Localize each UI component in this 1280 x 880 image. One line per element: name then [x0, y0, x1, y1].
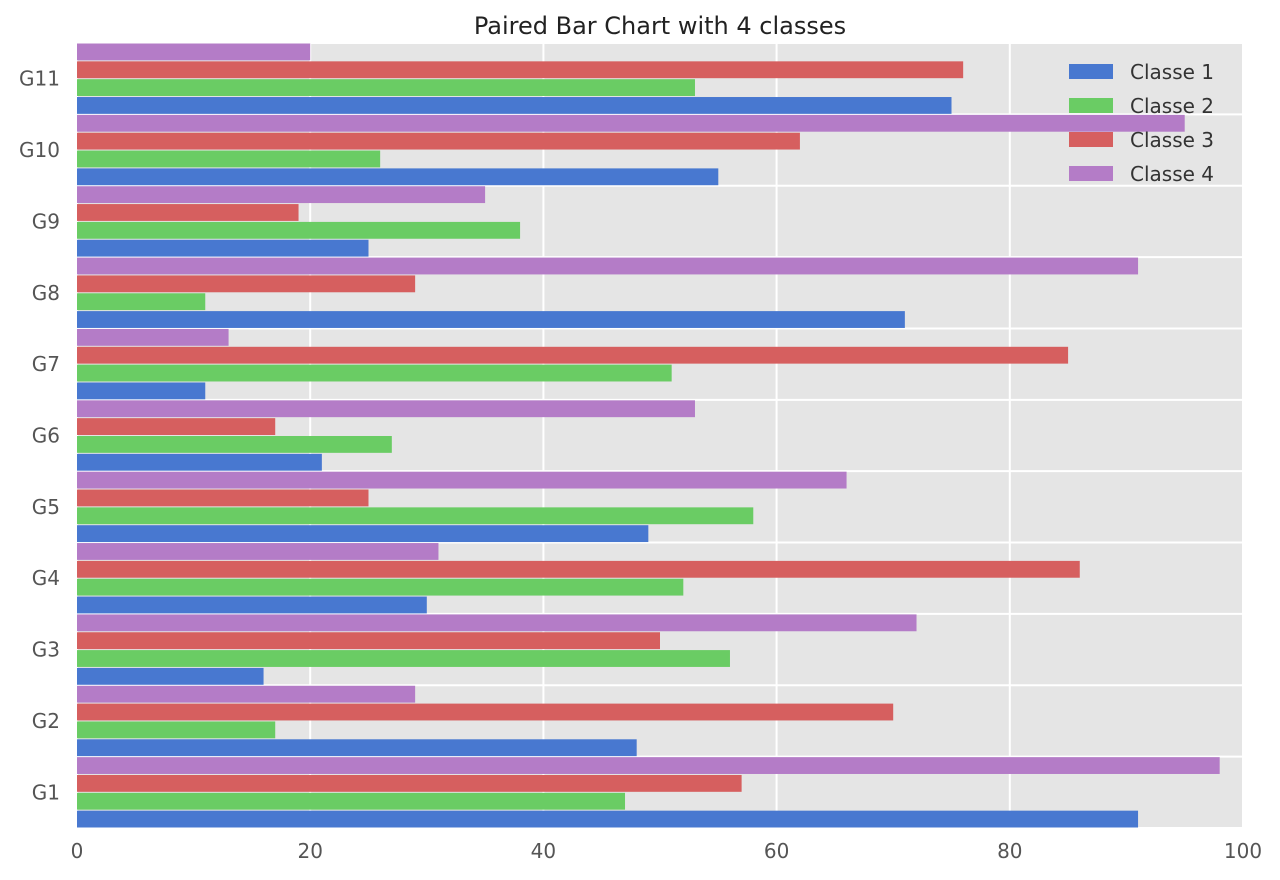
bar-g9-classe-2	[77, 221, 521, 239]
bar-g3-classe-4	[77, 614, 917, 632]
y-tick-label-g1: G1	[32, 780, 60, 804]
bar-g2-classe-4	[77, 685, 416, 703]
bar-g1-classe-4	[77, 757, 1220, 774]
bar-g7-classe-1	[77, 382, 206, 400]
x-tick-label-40: 40	[531, 839, 556, 863]
bar-g3-classe-3	[77, 632, 660, 650]
bar-g10-classe-4	[77, 114, 1185, 132]
x-tick-label-80: 80	[997, 839, 1022, 863]
bar-g7-classe-3	[77, 346, 1069, 364]
bar-g5-classe-2	[77, 507, 754, 525]
y-tick-label-g2: G2	[32, 709, 60, 733]
y-tick-labels: G1 G2 G3 G4 G5 G6 G7 G8 G9 G10 G11	[19, 67, 60, 805]
bar-g10-classe-1	[77, 168, 719, 186]
bar-g8-classe-2	[77, 293, 206, 311]
y-tick-label-g5: G5	[32, 495, 60, 519]
bar-g2-classe-3	[77, 703, 894, 721]
bar-g1-classe-1	[77, 810, 1139, 828]
bar-g9-classe-1	[77, 239, 369, 257]
legend-label-classe-1: Classe 1	[1130, 60, 1214, 84]
bar-g8-classe-4	[77, 257, 1139, 275]
y-tick-label-g9: G9	[32, 209, 60, 233]
bar-g9-classe-3	[77, 204, 299, 221]
legend-swatch-classe-4	[1069, 166, 1113, 181]
bar-g7-classe-2	[77, 364, 672, 382]
y-tick-label-g11: G11	[19, 67, 60, 91]
bar-g7-classe-4	[77, 328, 229, 346]
x-tick-label-100: 100	[1224, 839, 1262, 863]
y-tick-label-g8: G8	[32, 281, 60, 305]
bar-g6-classe-1	[77, 453, 322, 471]
y-tick-label-g4: G4	[32, 566, 60, 590]
bar-g10-classe-2	[77, 150, 381, 168]
bar-g9-classe-4	[77, 186, 486, 204]
y-tick-label-g7: G7	[32, 352, 60, 376]
y-tick-label-g6: G6	[32, 424, 60, 448]
legend-swatch-classe-2	[1069, 98, 1113, 113]
x-tick-label-60: 60	[764, 839, 789, 863]
legend-label-classe-3: Classe 3	[1130, 128, 1214, 152]
bar-g1-classe-3	[77, 774, 742, 792]
x-tick-labels: 0 20 40 60 80 100	[71, 839, 1262, 863]
legend-swatch-classe-3	[1069, 132, 1113, 147]
bar-g6-classe-3	[77, 418, 276, 435]
legend-label-classe-4: Classe 4	[1130, 162, 1214, 186]
bar-g4-classe-1	[77, 596, 427, 614]
bar-g11-classe-1	[77, 97, 952, 114]
bar-g2-classe-2	[77, 721, 276, 739]
bar-g5-classe-1	[77, 525, 649, 543]
bar-g11-classe-2	[77, 79, 695, 97]
bar-g4-classe-2	[77, 578, 684, 596]
x-tick-label-0: 0	[71, 839, 84, 863]
legend-swatch-classe-1	[1069, 64, 1113, 79]
bar-g11-classe-4	[77, 43, 311, 61]
bar-g8-classe-3	[77, 275, 416, 293]
bar-g4-classe-4	[77, 543, 439, 560]
bar-g1-classe-2	[77, 792, 626, 810]
bar-g8-classe-1	[77, 311, 905, 328]
bar-g4-classe-3	[77, 560, 1080, 578]
bar-g5-classe-4	[77, 471, 847, 489]
bar-g3-classe-2	[77, 650, 730, 667]
bar-g10-classe-3	[77, 132, 800, 150]
bar-g2-classe-1	[77, 739, 637, 757]
bar-g11-classe-3	[77, 61, 964, 79]
bar-g3-classe-1	[77, 667, 264, 685]
x-tick-label-20: 20	[297, 839, 322, 863]
chart-title: Paired Bar Chart with 4 classes	[474, 12, 846, 40]
bar-g6-classe-4	[77, 400, 695, 418]
legend-label-classe-2: Classe 2	[1130, 94, 1214, 118]
legend: Classe 1 Classe 2 Classe 3 Classe 4	[1069, 60, 1214, 186]
bar-g5-classe-3	[77, 489, 369, 507]
y-tick-label-g10: G10	[19, 138, 60, 162]
y-tick-label-g3: G3	[32, 638, 60, 662]
bar-g6-classe-2	[77, 436, 392, 453]
bars	[77, 43, 1220, 828]
